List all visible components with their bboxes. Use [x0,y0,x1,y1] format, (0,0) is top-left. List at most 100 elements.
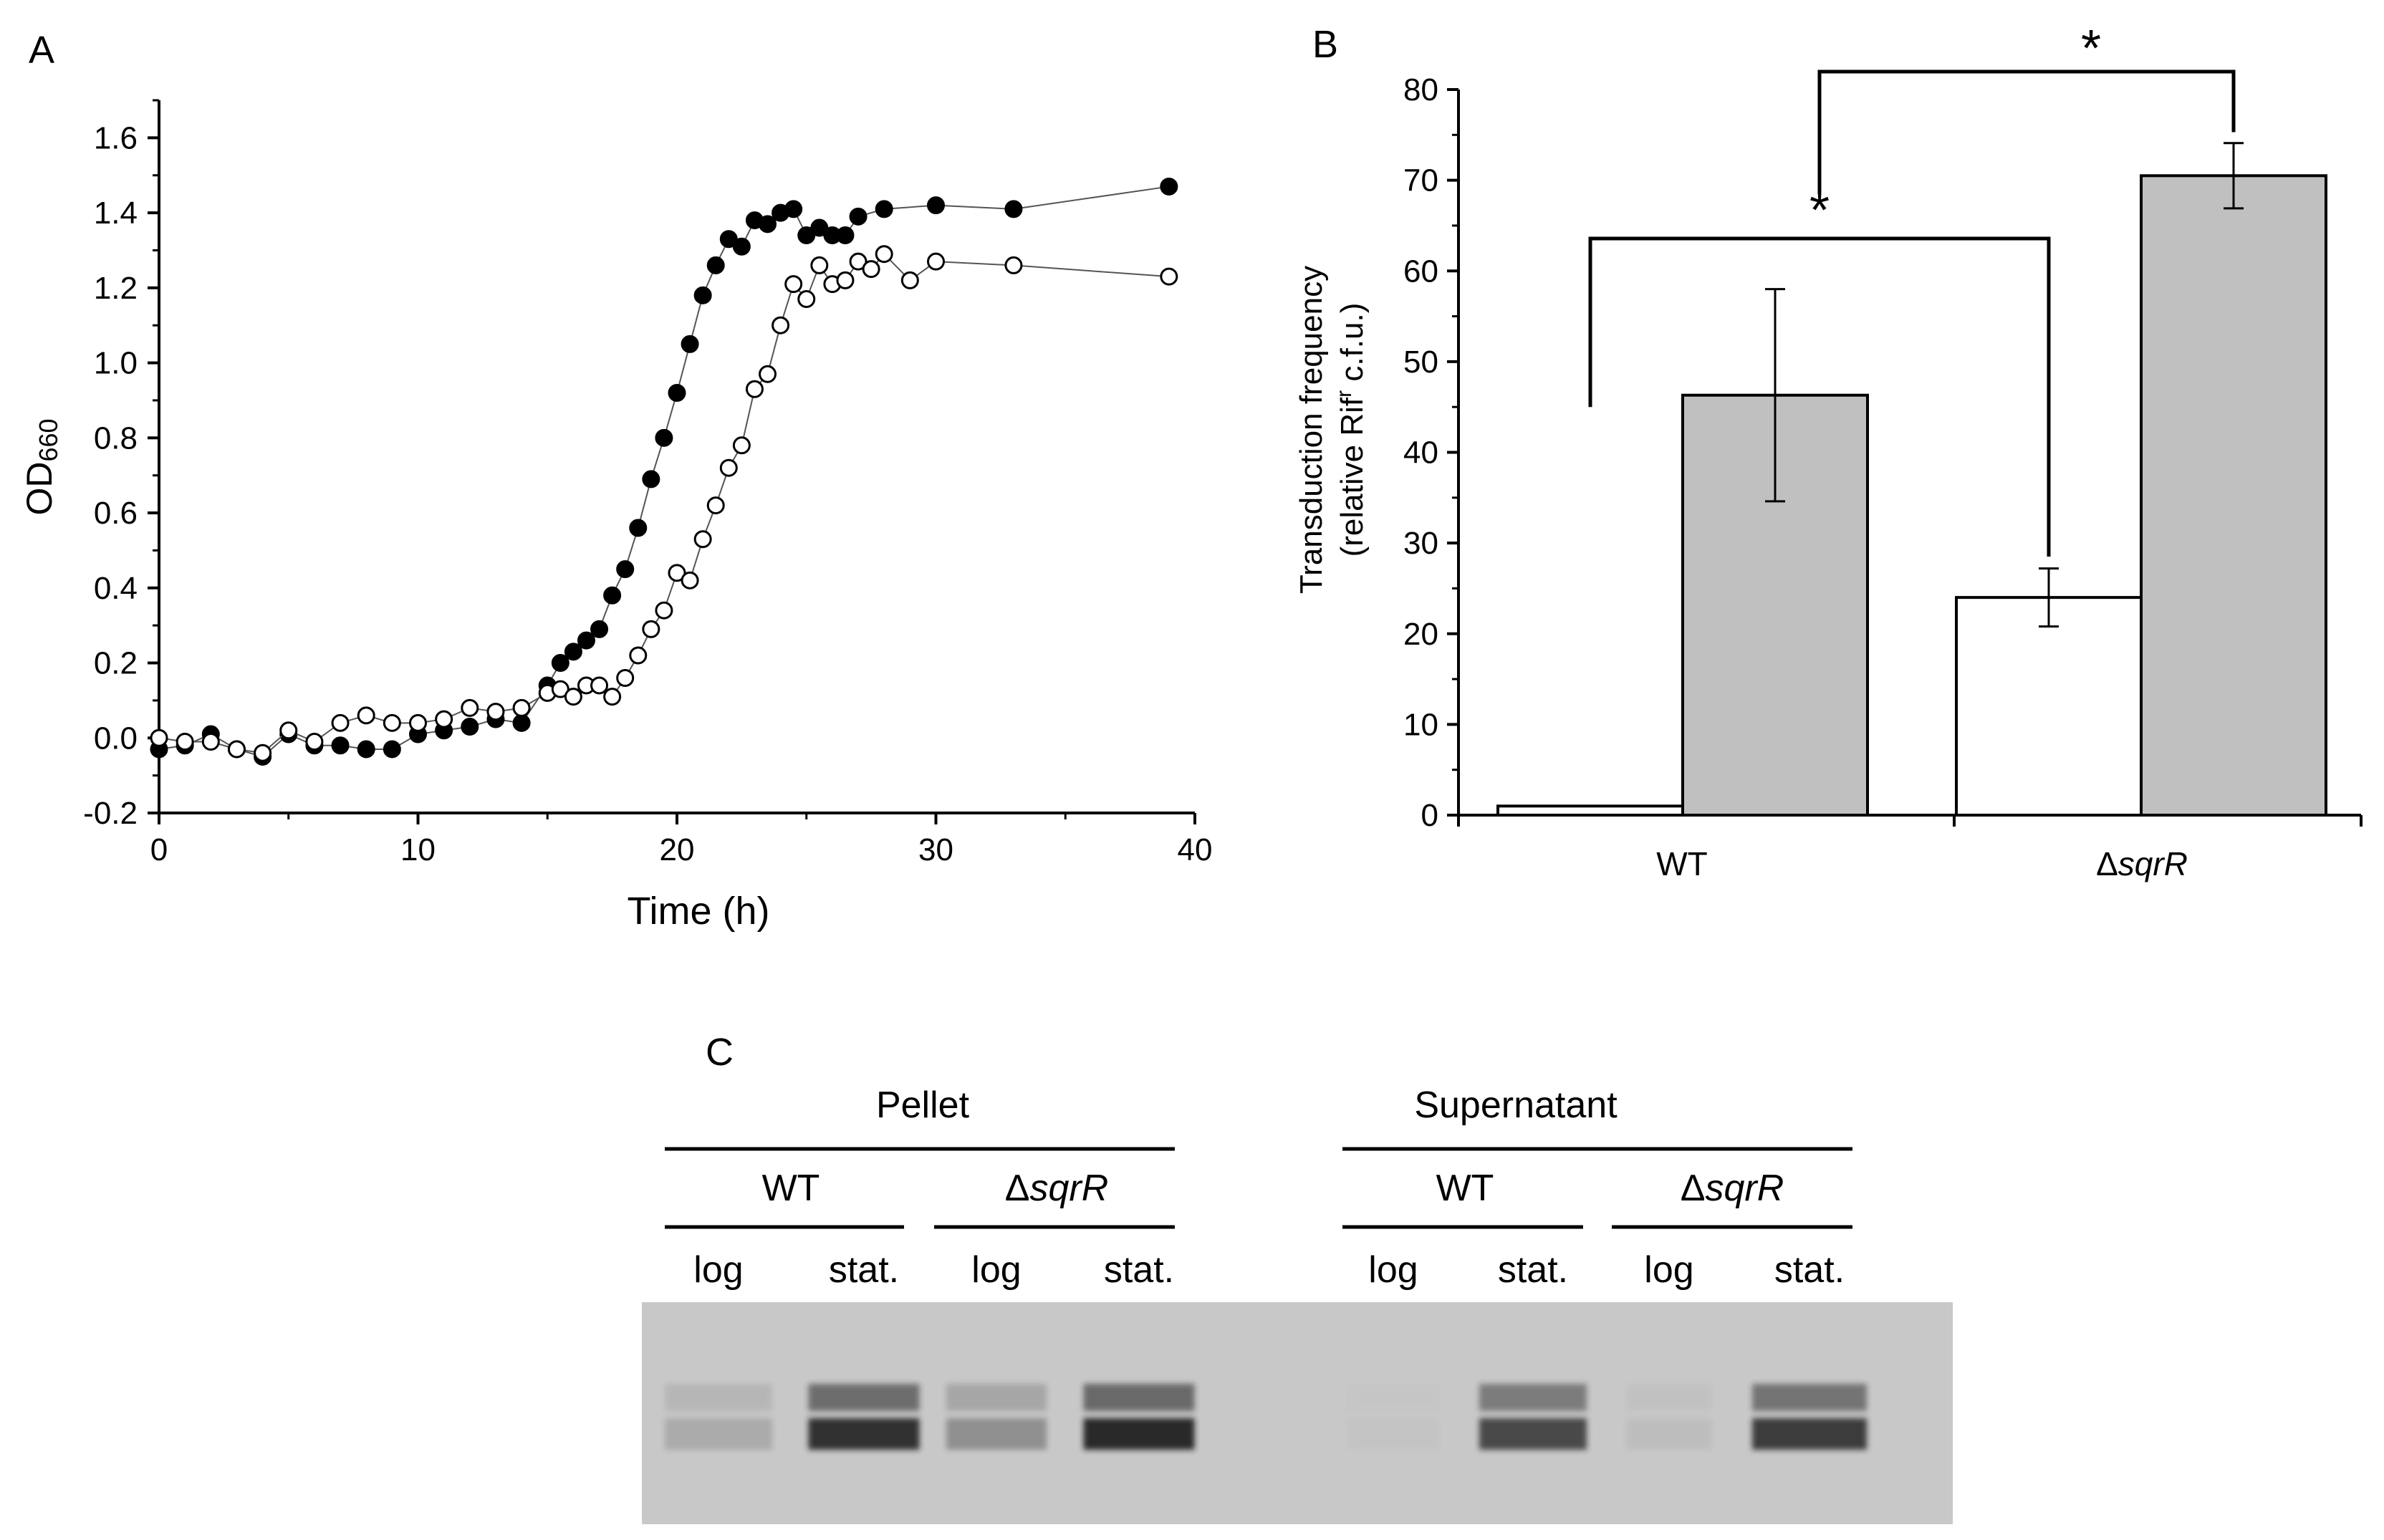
gel-band-upper [1752,1384,1867,1411]
lane-label: log [1368,1249,1418,1291]
data-point-filled [603,586,622,605]
data-point-open [875,245,893,264]
data-point-open [900,271,919,289]
gel-band-upper [1626,1384,1712,1411]
data-point-open [862,260,880,279]
data-point-open [435,710,453,728]
y-tick-label: 0.6 [94,496,138,531]
gel-band [1083,1418,1195,1450]
gel-band [1752,1418,1867,1450]
data-point-filled [875,200,893,218]
data-point-filled [927,196,945,215]
data-point-filled [616,560,635,579]
lane-label: log [693,1249,743,1291]
strain-label-supernatant-sqrr: ΔsqrR [1681,1168,1784,1209]
data-point-filled [732,237,751,256]
data-point-filled [1004,200,1023,218]
data-point-open [254,743,272,762]
data-point-open [745,380,764,398]
bracket-upper [1817,69,2236,194]
data-point-open [564,688,582,706]
y-axis-title-line2: (relative Rifr c.f.u.) [1332,303,1370,557]
y-tick-label: 0.4 [94,571,138,606]
panel-label-b: B [1312,23,1338,66]
series-line [158,253,1169,754]
data-point-filled [719,230,738,249]
data-point-open [759,365,777,383]
gel-panel-c: Pellet Supernatant WT ΔsqrR WT ΔsqrR log… [642,1084,1953,1524]
data-point-filled [642,470,660,489]
data-point-filled [668,383,686,402]
gel-band [1626,1418,1712,1450]
y-tick-label: 10 [1403,707,1438,742]
line-chart-panel-a: 0 10 20 30 40 -0.2 0.0 0.2 0.4 0.6 0.8 1.0 1.2 1.4 1.6… [19,99,1212,933]
bar [2140,174,2327,817]
y-axis-title: OD660 [19,418,63,515]
significance-brackets: ** [1588,20,2236,557]
data-point-open [1004,256,1023,274]
data-point-filled [629,519,648,537]
data-point-filled [849,207,867,226]
x-tick-label: 20 [660,832,695,867]
panel-a-axes: 0 10 20 30 40 -0.2 0.0 0.2 0.4 0.6 0.8 1.0 1.2 1.4 1.6 [83,99,1212,867]
gel-band-upper [1347,1384,1440,1411]
data-point-filled [564,643,582,661]
data-point-filled [331,736,350,755]
data-point-open [357,706,375,725]
data-point-open [772,316,790,335]
data-point-filled [759,215,777,234]
data-point-filled [1160,177,1178,196]
y-tick-label: 50 [1403,345,1438,380]
gel-band-upper [808,1384,920,1411]
data-point-filled [797,226,816,245]
x-tick-label: 30 [918,832,953,867]
panel-label-a: A [29,29,54,72]
data-point-filled [810,218,829,237]
panel-b-bars [1496,142,2327,817]
significance-star: * [2081,20,2101,77]
data-point-open [629,646,648,665]
gel-bands [665,1384,1867,1450]
y-tick-label: 20 [1403,617,1438,652]
data-point-filled [655,428,673,447]
x-tick-label: 10 [400,832,436,867]
data-point-open [409,713,427,732]
data-point-open [590,676,609,695]
gel-band [808,1418,920,1450]
lane-label: log [971,1249,1021,1291]
gel-band-upper [665,1384,772,1411]
data-point-open [642,620,660,638]
data-point-open [616,668,635,687]
data-point-open [810,256,829,274]
data-point-open [927,252,945,271]
data-point-filled [836,226,855,245]
data-point-open [681,571,699,589]
y-tick-label: 1.2 [94,271,138,306]
data-point-filled [461,718,479,736]
data-point-open [383,713,401,732]
lane-label: stat. [1774,1249,1845,1291]
gel-band-upper [1083,1384,1195,1411]
data-point-open [732,436,751,455]
category-label-sqrr: ΔsqrR [2096,845,2188,882]
y-tick-label: 80 [1403,72,1438,107]
data-point-open [227,740,246,759]
data-point-open [461,698,479,717]
panel-label-c: C [706,1031,734,1074]
data-point-open [719,458,738,477]
data-point-open [305,733,324,751]
group-label-supernatant: Supernatant [1414,1084,1618,1126]
data-point-open [706,496,725,515]
y-tick-label: 0 [1421,798,1438,833]
gel-band [1479,1418,1587,1450]
data-point-filled [681,335,699,353]
y-tick-label: 40 [1403,435,1438,471]
data-point-filled [590,620,609,638]
data-point-open [551,680,569,698]
gel-band [1347,1418,1440,1450]
data-point-open [784,275,803,294]
gel-band [665,1418,772,1450]
data-point-filled [512,713,531,732]
data-point-filled [784,200,803,218]
bar [1955,596,2143,817]
